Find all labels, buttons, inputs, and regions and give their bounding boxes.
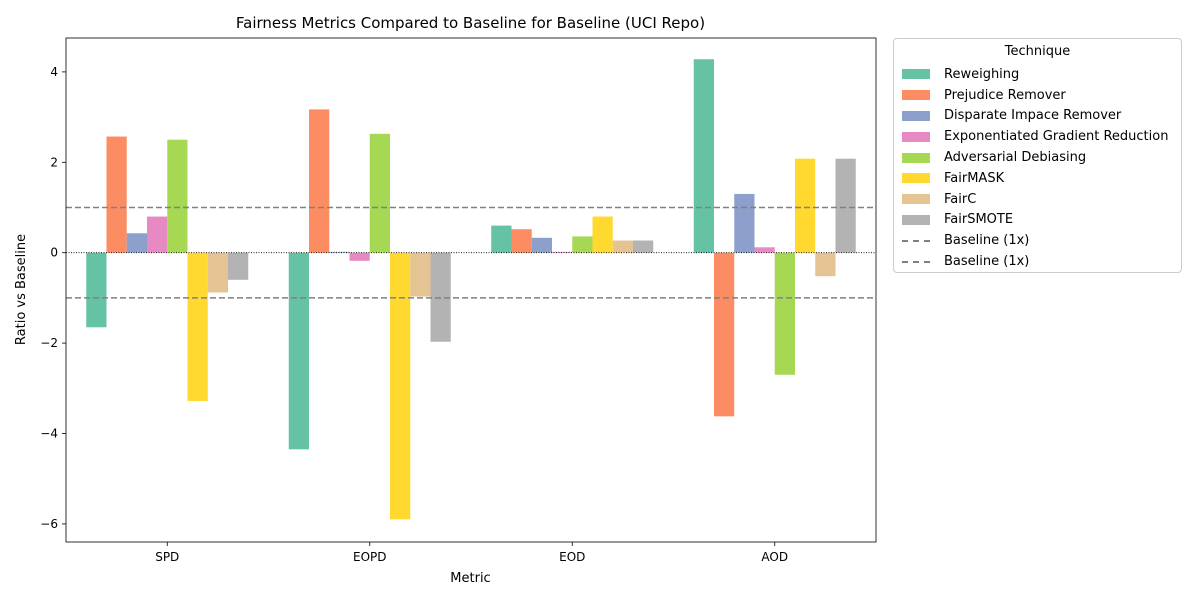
- y-tick-label: 2: [50, 155, 58, 169]
- bar-disparate-impace-remover-spd: [126, 233, 147, 253]
- legend-item: Prejudice Remover: [902, 85, 1173, 106]
- legend-swatch: [902, 152, 930, 163]
- bar-reweighing-spd: [86, 252, 107, 328]
- bar-adversarial-debiasing-eopd: [369, 133, 390, 253]
- bar-adversarial-debiasing-spd: [167, 139, 188, 253]
- legend-swatch: [902, 69, 930, 80]
- bar-adversarial-debiasing-eod: [572, 236, 593, 253]
- legend-label: Disparate Impace Remover: [944, 108, 1122, 124]
- bar-reweighing-eod: [491, 225, 512, 253]
- x-tick-label: EOD: [559, 550, 585, 564]
- bar-prejudice-remover-spd: [106, 136, 127, 253]
- legend-item: Baseline (1x): [902, 230, 1173, 251]
- legend-label: Baseline (1x): [944, 254, 1030, 270]
- legend-item: Disparate Impace Remover: [902, 106, 1173, 127]
- bar-fairsmote-spd: [228, 252, 249, 280]
- bar-exponentiated-gradient-reduction-aod: [754, 247, 775, 253]
- legend-label: Prejudice Remover: [944, 87, 1066, 103]
- bar-fairmask-eopd: [390, 252, 411, 520]
- bar-disparate-impace-remover-eopd: [329, 251, 350, 253]
- chart-title: Fairness Metrics Compared to Baseline fo…: [236, 14, 705, 32]
- bar-fairc-eod: [612, 240, 633, 253]
- bar-prejudice-remover-aod: [714, 252, 735, 417]
- legend-label: Adversarial Debiasing: [944, 150, 1087, 166]
- legend-label: FairSMOTE: [944, 212, 1014, 228]
- legend-item: Exponentiated Gradient Reduction: [902, 126, 1173, 147]
- legend-item: Adversarial Debiasing: [902, 147, 1173, 168]
- bar-fairmask-eod: [592, 216, 613, 253]
- legend-label: FairMASK: [944, 170, 1005, 186]
- bar-prejudice-remover-eopd: [309, 109, 330, 253]
- legend-swatch: [902, 90, 930, 101]
- bar-fairmask-aod: [795, 158, 816, 253]
- legend-items: Reweighing Prejudice Remover Disparate Imp…: [902, 64, 1173, 272]
- bar-adversarial-debiasing-aod: [774, 252, 795, 375]
- legend-item: Reweighing: [902, 64, 1173, 85]
- y-tick-label: −2: [40, 336, 58, 350]
- legend-item: FairMASK: [902, 168, 1173, 189]
- legend-label: Reweighing: [944, 66, 1020, 82]
- bar-reweighing-aod: [693, 59, 714, 253]
- bar-disparate-impace-remover-eod: [531, 237, 552, 253]
- bar-exponentiated-gradient-reduction-spd: [147, 216, 168, 253]
- bar-fairmask-spd: [187, 252, 208, 401]
- legend-label: Exponentiated Gradient Reduction: [944, 129, 1169, 145]
- y-tick-label: 0: [50, 246, 58, 260]
- y-tick-label: −4: [40, 427, 58, 441]
- bar-reweighing-eopd: [288, 252, 309, 450]
- legend-label: Baseline (1x): [944, 233, 1030, 249]
- bar-fairc-spd: [207, 252, 228, 293]
- x-tick-label: AOD: [761, 550, 788, 564]
- y-axis-title: Ratio vs Baseline: [14, 234, 29, 345]
- legend-swatch: [902, 214, 930, 225]
- legend-label: FairC: [944, 191, 977, 207]
- legend-swatch: [902, 131, 930, 142]
- legend: Technique Reweighing Prejudice Remover Dis…: [893, 38, 1182, 273]
- y-tick-label: 4: [50, 65, 58, 79]
- legend-swatch: [902, 173, 930, 184]
- legend-item: Baseline (1x): [902, 251, 1173, 272]
- bar-fairsmote-eod: [633, 240, 654, 253]
- legend-item: FairC: [902, 189, 1173, 210]
- y-tick-label: −6: [40, 517, 58, 531]
- bar-disparate-impace-remover-aod: [734, 193, 755, 253]
- legend-item: FairSMOTE: [902, 210, 1173, 231]
- plot-frame: [65, 37, 877, 543]
- bar-fairc-eopd: [410, 252, 431, 297]
- bar-prejudice-remover-eod: [511, 229, 532, 253]
- legend-swatch: [902, 194, 930, 205]
- bar-exponentiated-gradient-reduction-eod: [552, 251, 573, 253]
- legend-swatch: [902, 239, 930, 242]
- legend-title: Technique: [1004, 44, 1071, 59]
- bar-exponentiated-gradient-reduction-eopd: [349, 252, 370, 261]
- bar-fairsmote-aod: [835, 158, 856, 253]
- x-axis-title: Metric: [450, 571, 490, 586]
- legend-swatch: [902, 260, 930, 263]
- x-tick-label: EOPD: [353, 550, 387, 564]
- plot-area: −6 −4 −2 0 2 4 SPD EOPD EOD AOD: [40, 37, 877, 564]
- legend-swatch: [902, 110, 930, 121]
- bar-fairc-aod: [815, 252, 836, 277]
- x-tick-label: SPD: [155, 550, 179, 564]
